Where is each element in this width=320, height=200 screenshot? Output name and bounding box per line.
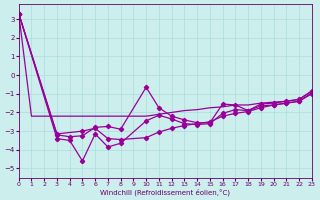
X-axis label: Windchill (Refroidissement éolien,°C): Windchill (Refroidissement éolien,°C) <box>100 188 230 196</box>
